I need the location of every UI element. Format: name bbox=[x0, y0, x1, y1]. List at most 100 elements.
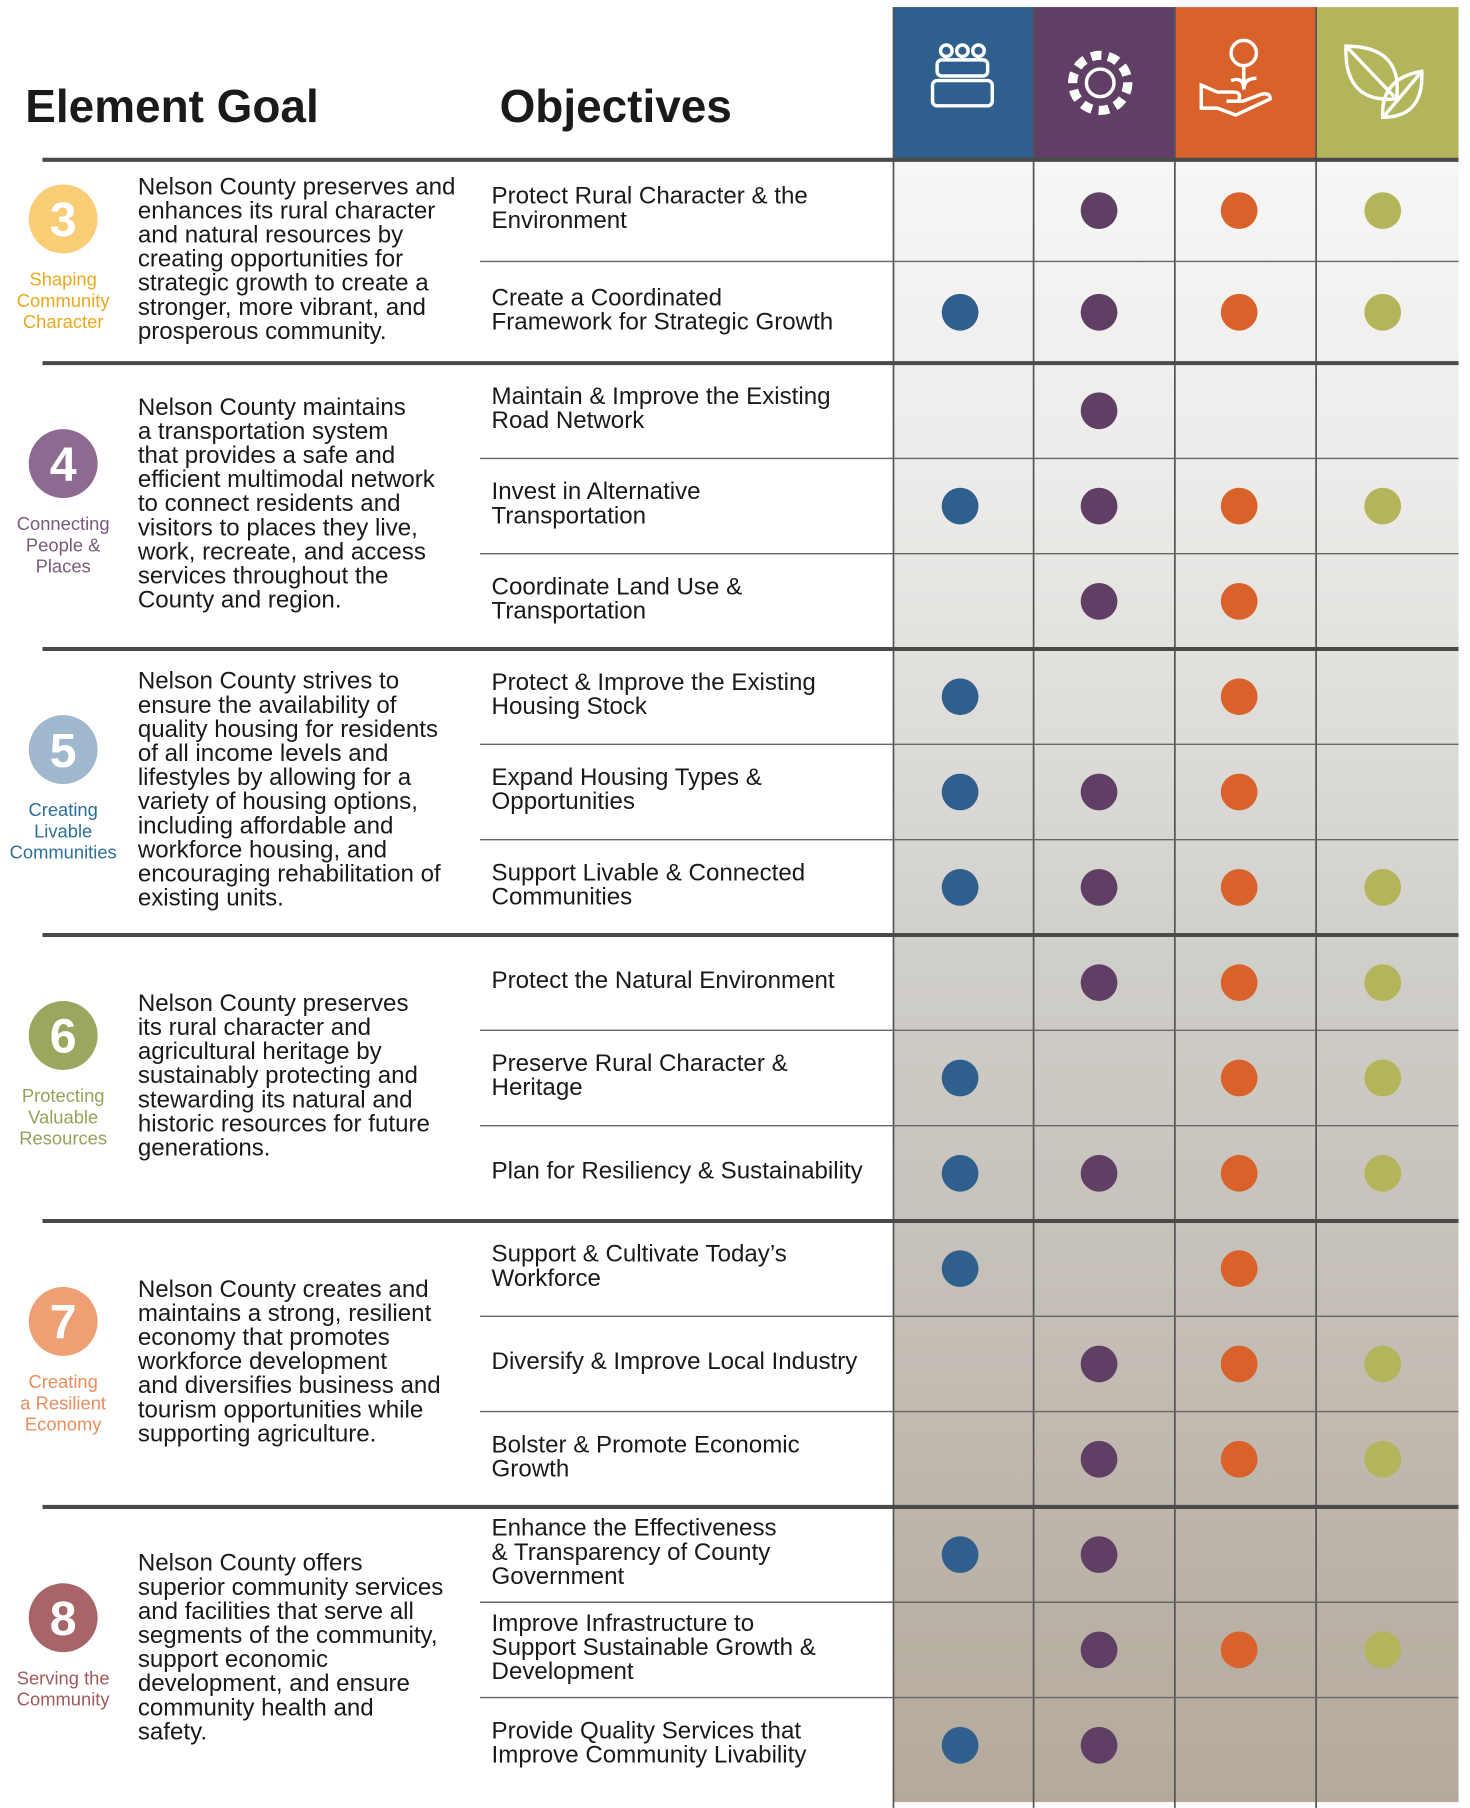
background-photo bbox=[893, 159, 1459, 1803]
goal-description: safety. bbox=[138, 1718, 207, 1745]
goal-description: ensure the availability of bbox=[138, 692, 397, 719]
goal-label: Protecting bbox=[22, 1085, 105, 1106]
objective-title: Protect the Natural Environment bbox=[492, 967, 835, 994]
objective-dot bbox=[1220, 1345, 1258, 1383]
objective-dot bbox=[1364, 1059, 1402, 1097]
goal-number-circle bbox=[28, 429, 98, 499]
objective-title: Support & Cultivate Today’s bbox=[492, 1241, 787, 1268]
objective-dot bbox=[1080, 1536, 1118, 1573]
goal-description: economy that promotes bbox=[138, 1324, 390, 1351]
goal-description: variety of housing options, bbox=[138, 788, 418, 815]
objectives-heading: Objectives bbox=[500, 80, 732, 132]
objective-dot bbox=[1080, 293, 1118, 331]
goal-description: supporting agriculture. bbox=[138, 1420, 377, 1447]
objective-title: & Transparency of County bbox=[492, 1539, 771, 1566]
goal-description: support economic bbox=[138, 1646, 328, 1673]
goal-number: 5 bbox=[50, 724, 77, 778]
objective-title: Communities bbox=[492, 884, 633, 911]
goal-description: quality housing for residents bbox=[138, 716, 438, 743]
objective-dot bbox=[1220, 583, 1258, 620]
goal-description: prosperous community. bbox=[138, 318, 387, 345]
objective-dot bbox=[941, 1059, 979, 1097]
objective-dot bbox=[1220, 1440, 1258, 1478]
goal-description: Nelson County creates and bbox=[138, 1276, 429, 1303]
goal-description: generations. bbox=[138, 1135, 271, 1162]
goal-label: Creating bbox=[28, 1371, 97, 1392]
objective-dot bbox=[1220, 868, 1258, 906]
goal-description: and facilities that serve all bbox=[138, 1598, 414, 1625]
objective-title: Provide Quality Services that bbox=[492, 1717, 802, 1744]
goal-description: development, and ensure bbox=[138, 1670, 410, 1697]
objective-title: Workforce bbox=[492, 1265, 601, 1292]
objective-dot bbox=[1220, 773, 1258, 811]
goal-label: Valuable bbox=[28, 1106, 98, 1127]
goal-description: workforce housing, and bbox=[137, 836, 387, 863]
goal-description: its rural character and bbox=[138, 1014, 371, 1041]
goal-description: work, recreate, and access bbox=[137, 538, 426, 565]
objective-dot bbox=[1080, 487, 1118, 525]
objective-dot bbox=[1220, 192, 1258, 230]
objective-dot bbox=[1364, 868, 1402, 906]
objective-dot bbox=[941, 1536, 979, 1573]
goal-label: a Resilient bbox=[20, 1392, 106, 1413]
objective-title: Preserve Rural Character & bbox=[492, 1050, 788, 1077]
goal-label: Serving the bbox=[17, 1667, 110, 1688]
goal-label: Communities bbox=[10, 842, 117, 863]
goal-description: maintains a strong, resilient bbox=[138, 1300, 432, 1327]
objective-dot bbox=[1080, 1631, 1118, 1669]
goal-description: superior community services bbox=[138, 1574, 443, 1601]
objective-title: Coordinate Land Use & bbox=[492, 573, 743, 600]
objective-dot bbox=[1080, 868, 1118, 906]
goal-description: workforce development bbox=[137, 1348, 388, 1375]
objective-dot bbox=[941, 773, 979, 811]
objective-dot bbox=[1080, 773, 1118, 811]
goal-label: Livable bbox=[34, 820, 92, 841]
objective-title: Create a Coordinated bbox=[492, 284, 723, 311]
objective-title: Protect & Improve the Existing bbox=[492, 669, 816, 696]
objective-title: Protect Rural Character & the bbox=[492, 183, 808, 210]
goal-description: Nelson County offers bbox=[138, 1550, 363, 1577]
objective-title: Growth bbox=[492, 1455, 570, 1482]
objective-dot bbox=[1080, 1726, 1118, 1764]
objective-dot bbox=[1364, 293, 1402, 331]
objective-title: Opportunities bbox=[492, 788, 635, 815]
goal-label: Community bbox=[17, 290, 111, 311]
objective-dot bbox=[1220, 678, 1258, 716]
column-header bbox=[1316, 7, 1459, 160]
objective-title: Support Livable & Connected bbox=[492, 859, 806, 886]
objective-dot bbox=[941, 1250, 979, 1288]
goal-description: County and region. bbox=[138, 587, 342, 614]
goal-label: Shaping bbox=[29, 269, 96, 290]
objective-title: Bolster & Promote Economic bbox=[492, 1431, 800, 1458]
objective-dot bbox=[941, 293, 979, 331]
goal-heading: Element Goal bbox=[25, 80, 318, 132]
objective-dot bbox=[1080, 1345, 1118, 1383]
objective-title: Invest in Alternative bbox=[492, 478, 701, 505]
objective-dot bbox=[941, 868, 979, 906]
goal-description: lifestyles by allowing for a bbox=[138, 764, 412, 791]
leaves-icon bbox=[1344, 44, 1424, 120]
goal-description: strategic growth to create a bbox=[138, 270, 429, 297]
goal-label: Community bbox=[17, 1689, 111, 1710]
objective-title: Enhance the Effectiveness bbox=[492, 1515, 777, 1542]
people-icon bbox=[930, 43, 994, 108]
goal-description: services throughout the bbox=[138, 563, 389, 590]
goal-label: Resources bbox=[19, 1128, 107, 1149]
objective-dot bbox=[1220, 1631, 1258, 1669]
goal-number: 6 bbox=[50, 1010, 77, 1064]
goal-description: including affordable and bbox=[138, 812, 394, 839]
goal-description: community health and bbox=[138, 1694, 374, 1721]
goal-label: Connecting bbox=[17, 513, 110, 534]
hand-coin-icon bbox=[1199, 38, 1272, 117]
goal-description: Nelson County preserves bbox=[138, 990, 409, 1017]
objective-dot bbox=[941, 487, 979, 525]
goal-number: 4 bbox=[50, 438, 77, 492]
objective-dot bbox=[1364, 1440, 1402, 1478]
objective-title: Development bbox=[492, 1658, 634, 1685]
objective-dot bbox=[941, 1154, 979, 1192]
objective-dot bbox=[1364, 487, 1402, 525]
goal-description: visitors to places they live, bbox=[138, 514, 418, 541]
column-icons bbox=[930, 38, 1424, 120]
objective-title: Heritage bbox=[492, 1074, 583, 1101]
goal-description: Nelson County maintains bbox=[138, 394, 406, 421]
